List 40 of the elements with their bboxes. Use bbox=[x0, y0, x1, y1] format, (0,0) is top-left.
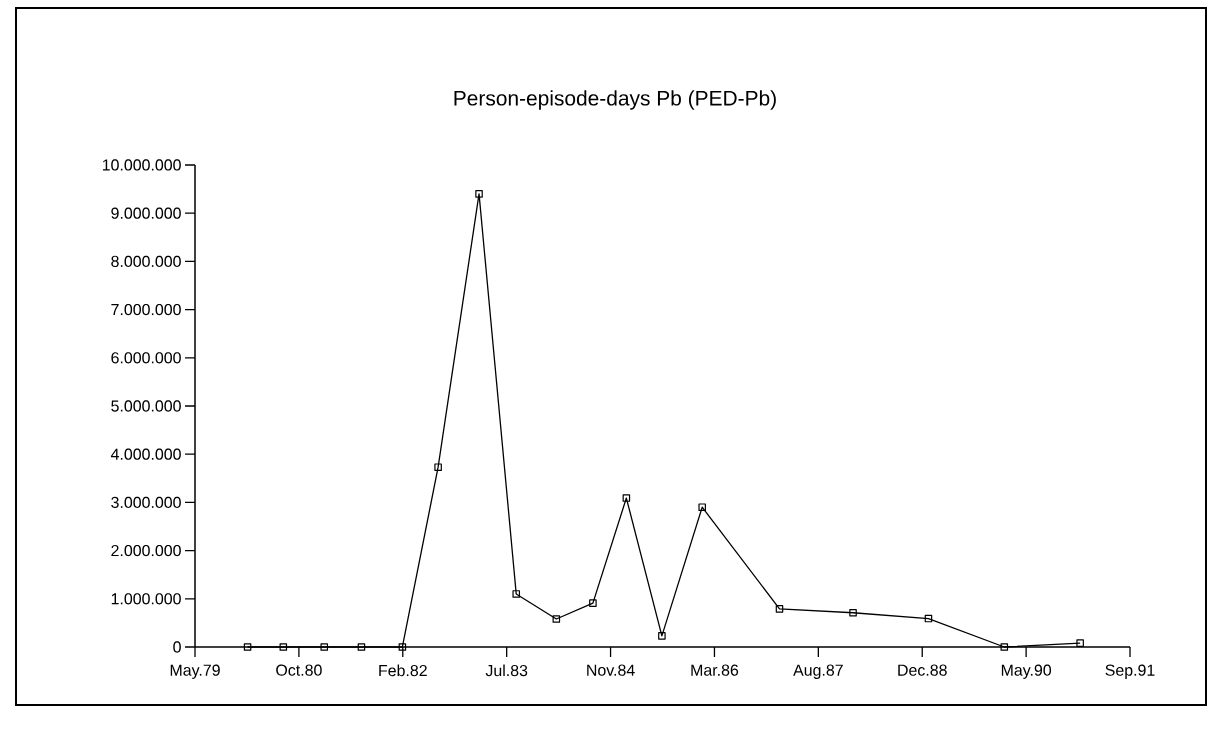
point bbox=[552, 615, 561, 623]
point bbox=[279, 643, 288, 651]
y-tick-label: 9.000.000 bbox=[111, 207, 181, 219]
point bbox=[1076, 639, 1084, 647]
point bbox=[698, 503, 706, 511]
point bbox=[357, 643, 366, 651]
y-tick-label: 10.000.000 bbox=[102, 159, 181, 171]
y-tick-label: 6.000.000 bbox=[111, 352, 181, 364]
x-tick-label: Mar.86 bbox=[691, 664, 739, 676]
y-tick-label: 4.000.000 bbox=[110, 448, 181, 460]
y-tick-label: 2.000.000 bbox=[111, 544, 181, 557]
y-tick-label: 7.000.000 bbox=[111, 303, 181, 316]
x-tick-label: Aug.87 bbox=[793, 664, 843, 679]
x-tick-label: Oct.80 bbox=[276, 664, 322, 676]
chart-title: Person-episode-days Pb (PED-Pb) bbox=[454, 90, 776, 110]
point bbox=[849, 608, 857, 617]
y-tick-label: 5.000.000 bbox=[111, 400, 181, 412]
point bbox=[243, 643, 252, 651]
point bbox=[512, 590, 521, 598]
x-tick-label: May.90 bbox=[1001, 664, 1052, 679]
point bbox=[775, 605, 784, 613]
point bbox=[1000, 643, 1009, 651]
point bbox=[589, 599, 597, 607]
x-tick-label: Nov.84 bbox=[587, 664, 635, 676]
point bbox=[398, 643, 407, 651]
y-tick-label: 8.000.000 bbox=[111, 255, 181, 268]
point bbox=[924, 614, 933, 623]
point bbox=[475, 190, 483, 198]
y-tick-label: 1.000.000 bbox=[111, 593, 181, 605]
x-tick-label: Sep.91 bbox=[1105, 664, 1155, 679]
point bbox=[622, 494, 631, 502]
x-tick-label: May.79 bbox=[170, 664, 220, 679]
x-tick-label: Dec.88 bbox=[898, 664, 947, 676]
y-tick-label: 3.000.000 bbox=[111, 496, 181, 509]
y-tick-label: 0 bbox=[173, 641, 181, 653]
point bbox=[320, 643, 329, 651]
x-tick-label: Feb.82 bbox=[379, 664, 427, 677]
point bbox=[658, 632, 666, 640]
point bbox=[434, 463, 442, 471]
x-tick-label: Jul.83 bbox=[485, 664, 528, 677]
